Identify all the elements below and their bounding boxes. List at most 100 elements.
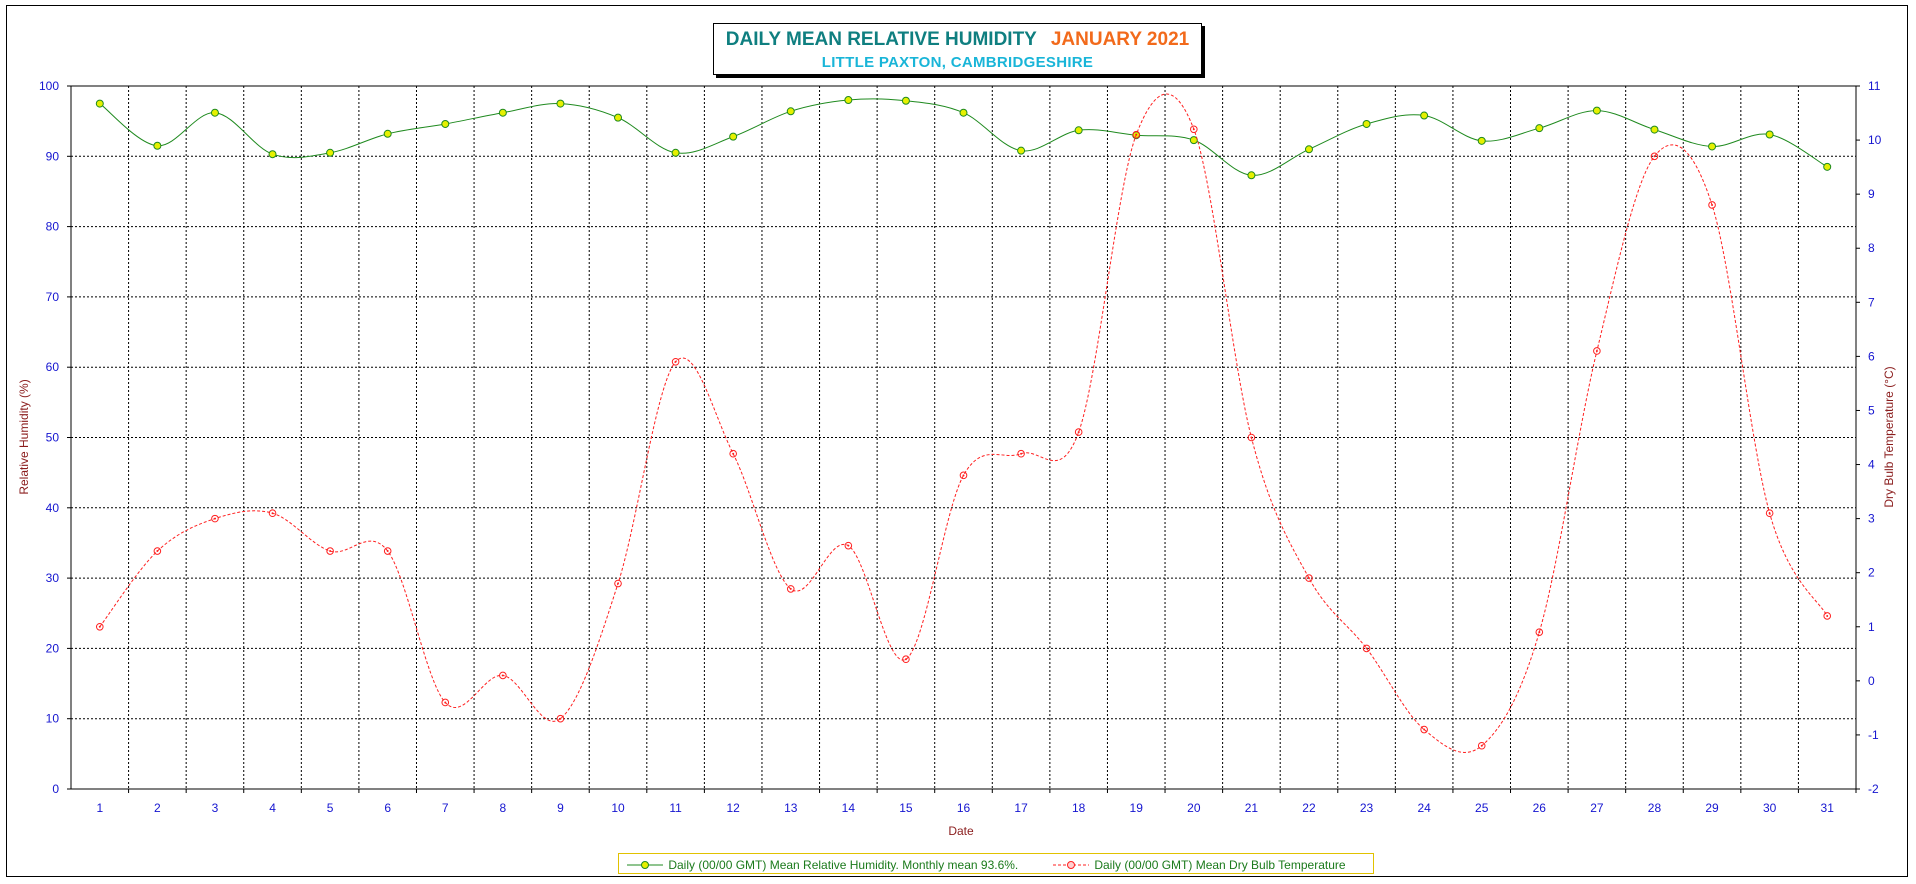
humidity-point: [959, 108, 968, 117]
temperature-point: [1132, 130, 1141, 139]
x-tick-label: 20: [1187, 801, 1201, 815]
temperature-point-dot: [1077, 431, 1080, 434]
humidity-series: [95, 96, 1832, 180]
x-tick-label: 7: [442, 801, 449, 815]
x-tick-label: 2: [154, 801, 161, 815]
temperature-point-dot: [1768, 512, 1771, 515]
humidity-point: [153, 141, 162, 150]
temperature-point: [1074, 428, 1083, 436]
temperature-point-dot: [559, 717, 562, 720]
temperature-point-dot: [156, 550, 159, 553]
temperature-point-dot: [732, 452, 735, 455]
legend-item-humidity: Daily (00/00 GMT) Mean Relative Humidity…: [625, 857, 1018, 872]
humidity-point: [498, 108, 507, 117]
legend: Daily (00/00 GMT) Mean Relative Humidity…: [618, 853, 1374, 874]
x-axis-label: Date: [948, 824, 974, 838]
temperature-point: [902, 655, 910, 664]
temperature-point: [671, 357, 680, 366]
x-tick-label: 24: [1417, 801, 1431, 815]
temperature-point: [786, 585, 795, 593]
left-tick-label: 20: [46, 641, 60, 655]
legend-humidity-label: Daily (00/00 GMT) Mean Relative Humidity…: [668, 857, 1019, 872]
left-axis-ticks: 0 10 20 30 40 50 60 70 80 90 100: [39, 79, 71, 796]
temperature-point: [1593, 347, 1601, 355]
temperature-point-dot: [1250, 436, 1253, 439]
humidity-point: [1650, 125, 1659, 134]
temperature-point-dot: [444, 701, 447, 704]
right-axis-ticks: -2 -1 0 1 2 3 4 5 6 7 8 9 10 11: [1856, 79, 1882, 796]
temperature-point: [95, 622, 104, 631]
x-tick-label: 15: [899, 801, 913, 815]
title-line: DAILY MEAN RELATIVE HUMIDITY JANUARY 2021: [714, 29, 1201, 51]
temperature-point-dot: [98, 625, 101, 628]
right-tick-label: 7: [1868, 295, 1875, 309]
x-tick-label: 4: [269, 801, 276, 815]
x-tick-label: 26: [1533, 801, 1547, 815]
left-tick-label: 40: [46, 501, 60, 515]
temperature-point-dot: [1135, 133, 1138, 136]
temperature-point-dot: [501, 674, 504, 677]
x-tick-label: 1: [96, 801, 103, 815]
right-tick-label: 3: [1868, 512, 1875, 526]
temperature-point: [614, 579, 622, 588]
x-tick-label: 5: [327, 801, 334, 815]
series-layer: [95, 93, 1832, 753]
x-tick-label: 28: [1648, 801, 1662, 815]
chart-title-box: DAILY MEAN RELATIVE HUMIDITY JANUARY 2021…: [713, 23, 1202, 75]
legend-item-temperature: Daily (00/00 GMT) Mean Dry Bulb Temperat…: [1051, 857, 1346, 872]
chart-subtitle: LITTLE PAXTON, CAMBRIDGESHIRE: [821, 54, 1094, 71]
humidity-point: [844, 96, 853, 105]
chart-title-month: JANUARY 2021: [1050, 29, 1190, 50]
x-tick-label: 29: [1705, 801, 1719, 815]
temperature-point: [1477, 741, 1486, 750]
temperature-point-dot: [1480, 744, 1483, 747]
humidity-point: [614, 113, 623, 122]
left-tick-label: 100: [39, 79, 59, 93]
temperature-point-dot: [1595, 349, 1598, 352]
x-tick-label: 8: [500, 801, 507, 815]
right-tick-label: 6: [1868, 349, 1875, 363]
x-tick-label: 10: [611, 801, 625, 815]
legend-temperature-swatch: [1053, 860, 1089, 869]
left-tick-label: 10: [46, 712, 60, 726]
temperature-point-dot: [1192, 128, 1195, 131]
right-tick-label: 1: [1868, 620, 1875, 634]
humidity-point: [441, 119, 450, 128]
x-tick-label: 11: [669, 801, 682, 815]
humidity-point: [1362, 119, 1371, 128]
right-tick-label: 0: [1868, 674, 1875, 688]
temperature-point: [556, 714, 565, 723]
humidity-point: [671, 148, 680, 157]
x-tick-label: 31: [1821, 801, 1835, 815]
temperature-point-dot: [962, 474, 965, 477]
temperature-point-dot: [329, 550, 332, 553]
right-tick-label: 4: [1868, 458, 1875, 472]
temperature-point: [844, 541, 853, 550]
temperature-point-dot: [904, 658, 907, 661]
left-tick-label: 90: [46, 149, 60, 163]
x-tick-label: 18: [1072, 801, 1086, 815]
temperature-point: [1247, 433, 1256, 442]
left-tick-label: 80: [46, 220, 60, 234]
humidity-point: [729, 132, 738, 141]
x-tick-label: 14: [842, 801, 856, 815]
temperature-point-dot: [213, 517, 216, 520]
humidity-point: [1592, 106, 1601, 115]
humidity-point: [210, 108, 219, 117]
right-tick-label: 5: [1868, 403, 1875, 417]
humidity-point: [1535, 124, 1544, 133]
humidity-point: [1708, 142, 1717, 151]
right-axis-label: Dry Bulb Temperature (°C): [1882, 366, 1896, 507]
x-tick-label: 22: [1302, 801, 1316, 815]
right-tick-label: 10: [1868, 133, 1882, 147]
x-tick-label: 3: [212, 801, 219, 815]
humidity-point: [1304, 145, 1313, 154]
temperature-point-dot: [1423, 728, 1426, 731]
temperature-point: [211, 514, 219, 523]
right-tick-label: -2: [1868, 782, 1879, 796]
temperature-point-dot: [1653, 155, 1656, 158]
temperature-point: [1765, 509, 1774, 518]
left-tick-label: 60: [46, 360, 60, 374]
x-tick-label: 27: [1590, 801, 1604, 815]
humidity-point: [1420, 111, 1429, 120]
